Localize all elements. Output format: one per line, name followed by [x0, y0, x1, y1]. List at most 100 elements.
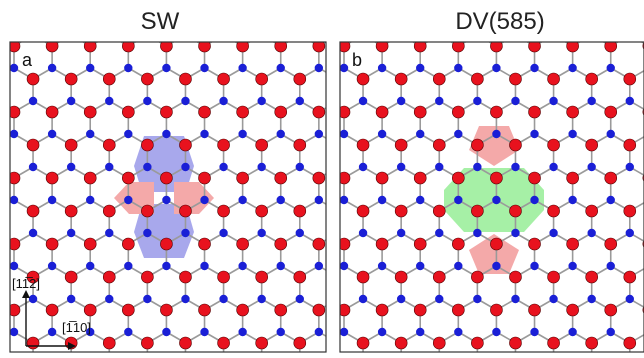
atom-red — [198, 237, 211, 251]
atom-blue — [372, 31, 380, 39]
atom-blue — [511, 294, 520, 304]
atom-red — [64, 138, 78, 152]
atom-red — [255, 270, 268, 284]
atom-red — [179, 204, 192, 218]
atom-blue — [238, 327, 247, 337]
atom-blue — [587, 228, 596, 238]
atom-blue — [86, 195, 95, 205]
atom-blue — [511, 228, 520, 238]
atom-red — [432, 204, 446, 218]
atom-red — [432, 336, 446, 350]
atom-red — [375, 42, 389, 53]
atom-blue — [492, 195, 501, 205]
atom-blue — [473, 96, 482, 106]
atom-blue — [435, 31, 443, 39]
atom-blue — [47, 261, 57, 271]
atom-blue — [314, 327, 324, 337]
atom-blue — [340, 63, 349, 73]
atom-blue — [353, 196, 361, 204]
atom-red — [122, 303, 135, 317]
atom-red — [160, 237, 173, 251]
atom-red — [312, 42, 326, 53]
atom-red — [83, 303, 97, 317]
atom-red — [604, 42, 618, 53]
atom-blue — [276, 327, 285, 337]
atom-blue — [410, 295, 418, 303]
atom-blue — [568, 261, 577, 271]
atom-red — [490, 303, 503, 317]
atom-red — [122, 42, 135, 53]
panel-a-title: SW — [140, 8, 180, 35]
atom-red — [394, 270, 408, 284]
atom-blue — [321, 31, 329, 39]
atom-red — [102, 336, 116, 350]
atom-red — [218, 7, 230, 19]
atom-red — [528, 171, 541, 185]
atom-red — [471, 7, 483, 19]
atom-red — [293, 336, 307, 350]
atom-red — [528, 105, 541, 119]
atom-blue — [302, 130, 310, 138]
atom-red — [408, 7, 420, 19]
atom-red — [198, 303, 211, 317]
atom-red — [566, 303, 579, 317]
atom-red — [274, 303, 288, 317]
atom-blue — [396, 228, 406, 238]
atom-red — [274, 42, 288, 53]
atom-blue — [454, 63, 463, 73]
atom-red — [255, 204, 268, 218]
atom-red — [332, 337, 344, 349]
atom-blue — [435, 228, 444, 238]
atoms — [302, 7, 644, 350]
atom-blue — [28, 162, 38, 172]
atom-blue — [200, 129, 209, 139]
heptagon-region — [134, 204, 194, 258]
atom-blue — [359, 31, 367, 39]
atom-blue — [334, 31, 342, 39]
atom-blue — [181, 294, 190, 304]
atom-blue — [587, 162, 596, 172]
bond — [395, 35, 414, 46]
atom-red — [255, 336, 268, 350]
atom-blue — [105, 294, 114, 304]
atom-red — [26, 204, 40, 218]
atom-blue — [219, 228, 228, 238]
atom-red — [432, 270, 446, 284]
atom-red — [604, 237, 618, 251]
atom-red — [122, 171, 135, 185]
atom-blue — [492, 63, 501, 73]
atom-red — [585, 270, 598, 284]
atom-blue — [511, 31, 519, 39]
atom-red — [585, 72, 598, 86]
atom-red — [356, 138, 370, 152]
atom-blue — [358, 162, 368, 172]
atom-blue — [391, 64, 399, 72]
atom-red — [217, 72, 230, 86]
atom-red — [236, 42, 249, 53]
atom-blue — [86, 327, 95, 337]
atom-red — [585, 138, 598, 152]
panel-b-title: DV(585) — [455, 8, 545, 35]
atom-red — [274, 171, 288, 185]
atom-blue — [391, 196, 399, 204]
pentagon-region — [469, 126, 519, 166]
atom-blue — [10, 129, 19, 139]
atom-blue — [377, 129, 387, 139]
atom-red — [585, 336, 598, 350]
atom-blue — [302, 64, 310, 72]
atom-red — [452, 42, 465, 53]
atom-blue — [162, 195, 171, 205]
atom-blue — [302, 196, 310, 204]
atom-red — [433, 7, 445, 19]
atom-red — [294, 7, 306, 19]
atom-red — [312, 237, 326, 251]
pentagon-region — [469, 234, 519, 274]
atom-red — [26, 270, 40, 284]
atom-blue — [219, 96, 228, 106]
atom-blue — [143, 31, 151, 39]
atom-blue — [377, 195, 387, 205]
atom-blue — [416, 63, 425, 73]
atom-red — [490, 42, 503, 53]
atom-blue — [568, 63, 577, 73]
atom-red — [394, 336, 408, 350]
